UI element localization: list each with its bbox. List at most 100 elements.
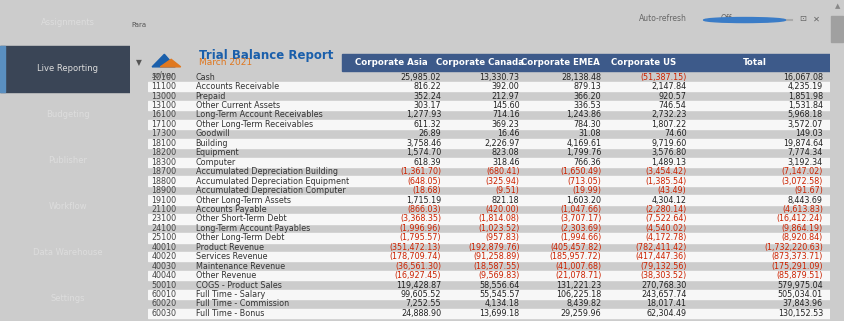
Text: 336.53: 336.53 (573, 101, 601, 110)
Text: 579,975.04: 579,975.04 (776, 281, 822, 290)
Text: 16,067.08: 16,067.08 (782, 73, 822, 82)
Text: 19100: 19100 (151, 195, 176, 204)
Text: 1,531.84: 1,531.84 (787, 101, 822, 110)
Text: Goodwill: Goodwill (196, 129, 230, 138)
Bar (148, 195, 829, 205)
Text: 62,304.49: 62,304.49 (646, 309, 686, 318)
Text: Services Revenue: Services Revenue (196, 252, 267, 261)
Text: Workflow: Workflow (48, 202, 87, 211)
Text: 1,489.13: 1,489.13 (651, 158, 686, 167)
Circle shape (703, 18, 785, 22)
Bar (148, 233, 829, 243)
Text: 366.20: 366.20 (573, 91, 601, 100)
Text: 352.24: 352.24 (413, 91, 441, 100)
Text: (7,522.64): (7,522.64) (644, 214, 686, 223)
Bar (148, 120, 829, 129)
Text: (16,412.24): (16,412.24) (776, 214, 822, 223)
Text: (1,047.66): (1,047.66) (560, 205, 601, 214)
Text: (3,072.58): (3,072.58) (781, 177, 822, 186)
Text: 816.22: 816.22 (413, 82, 441, 91)
Text: Para: Para (132, 22, 146, 29)
Text: 3,192.34: 3,192.34 (787, 158, 822, 167)
Bar (342, 54, 829, 71)
Text: Publisher: Publisher (48, 156, 87, 165)
Text: 16.46: 16.46 (496, 129, 519, 138)
Text: Accumulated Depreciation Building: Accumulated Depreciation Building (196, 167, 338, 176)
Text: 119,428.87: 119,428.87 (396, 281, 441, 290)
Text: 4,134.18: 4,134.18 (484, 299, 519, 308)
Text: 17100: 17100 (151, 120, 176, 129)
Text: (36,561.30): (36,561.30) (395, 262, 441, 271)
Text: 9,719.60: 9,719.60 (651, 139, 686, 148)
Text: (782,411.42): (782,411.42) (635, 243, 686, 252)
Text: 1,243.86: 1,243.86 (565, 110, 601, 119)
Text: Trial Balance Report: Trial Balance Report (199, 49, 333, 62)
Text: 318.46: 318.46 (491, 158, 519, 167)
Text: Other Long-Term Assets: Other Long-Term Assets (196, 195, 290, 204)
Text: 29,259.96: 29,259.96 (560, 309, 601, 318)
Text: 40020: 40020 (151, 252, 176, 261)
Text: 40040: 40040 (151, 271, 176, 280)
Text: 24,888.90: 24,888.90 (401, 309, 441, 318)
Text: 24100: 24100 (151, 224, 176, 233)
Text: Other Current Assets: Other Current Assets (196, 101, 279, 110)
Text: (9,864.19): (9,864.19) (781, 224, 822, 233)
Text: 618.39: 618.39 (413, 158, 441, 167)
Text: (79,132.56): (79,132.56) (640, 262, 686, 271)
Text: 19,874.64: 19,874.64 (782, 139, 822, 148)
Text: (866.03): (866.03) (407, 205, 441, 214)
Text: Other Long-Term Debt: Other Long-Term Debt (196, 233, 284, 242)
Text: 823.08: 823.08 (491, 148, 519, 157)
Text: (417,447.36): (417,447.36) (635, 252, 686, 261)
Text: Corporate Asia: Corporate Asia (355, 58, 428, 67)
Text: Accumulated Depreciation Equipment: Accumulated Depreciation Equipment (196, 177, 349, 186)
Text: (351,472.13): (351,472.13) (389, 243, 441, 252)
Text: solver: solver (152, 71, 175, 80)
Text: (9,569.83): (9,569.83) (478, 271, 519, 280)
Text: 23100: 23100 (151, 214, 176, 223)
Text: (2,303.69): (2,303.69) (560, 224, 601, 233)
Text: 21100: 21100 (151, 205, 176, 214)
Text: 13,699.18: 13,699.18 (479, 309, 519, 318)
Text: (38,303.52): (38,303.52) (640, 271, 686, 280)
Text: 2,147.84: 2,147.84 (651, 82, 686, 91)
Text: (4,613.83): (4,613.83) (781, 205, 822, 214)
Text: (175,291.09): (175,291.09) (771, 262, 822, 271)
Text: (1,795.57): (1,795.57) (399, 233, 441, 242)
Text: (1,361.70): (1,361.70) (399, 167, 441, 176)
Text: Prepaid: Prepaid (196, 91, 226, 100)
Text: 4,235.19: 4,235.19 (787, 82, 822, 91)
Text: 17300: 17300 (151, 129, 176, 138)
Text: Assignments: Assignments (41, 18, 95, 27)
Text: (1,650.49): (1,650.49) (560, 167, 601, 176)
Text: (7,147.02): (7,147.02) (781, 167, 822, 176)
Text: (43.49): (43.49) (657, 186, 686, 195)
Text: (873,373.71): (873,373.71) (771, 252, 822, 261)
Bar (148, 139, 829, 148)
Bar (148, 309, 829, 318)
Text: (19.99): (19.99) (571, 186, 601, 195)
Text: 50010: 50010 (151, 281, 176, 290)
Text: Accumulated Depreciation Computer: Accumulated Depreciation Computer (196, 186, 345, 195)
Text: 1,715.19: 1,715.19 (405, 195, 441, 204)
Text: (713.05): (713.05) (567, 177, 601, 186)
Text: 243,657.74: 243,657.74 (641, 290, 686, 299)
Text: 1,574.70: 1,574.70 (405, 148, 441, 157)
Text: 60010: 60010 (151, 290, 176, 299)
Bar (148, 290, 829, 299)
Text: 130,152.53: 130,152.53 (776, 309, 822, 318)
Text: (680.41): (680.41) (485, 167, 519, 176)
Text: (16,927.45): (16,927.45) (394, 271, 441, 280)
Text: (1,994.66): (1,994.66) (560, 233, 601, 242)
Text: 13100: 13100 (151, 101, 176, 110)
Text: 18100: 18100 (151, 139, 176, 148)
Text: 10100: 10100 (151, 73, 176, 82)
Bar (148, 271, 829, 280)
Text: (3,454.42): (3,454.42) (645, 167, 686, 176)
Text: (8,920.84): (8,920.84) (781, 233, 822, 242)
Text: Other Short-Term Debt: Other Short-Term Debt (196, 214, 286, 223)
Text: 2,226.97: 2,226.97 (484, 139, 519, 148)
Text: (1,385.54): (1,385.54) (645, 177, 686, 186)
Text: 74.60: 74.60 (663, 129, 686, 138)
Text: ▲: ▲ (834, 3, 839, 9)
